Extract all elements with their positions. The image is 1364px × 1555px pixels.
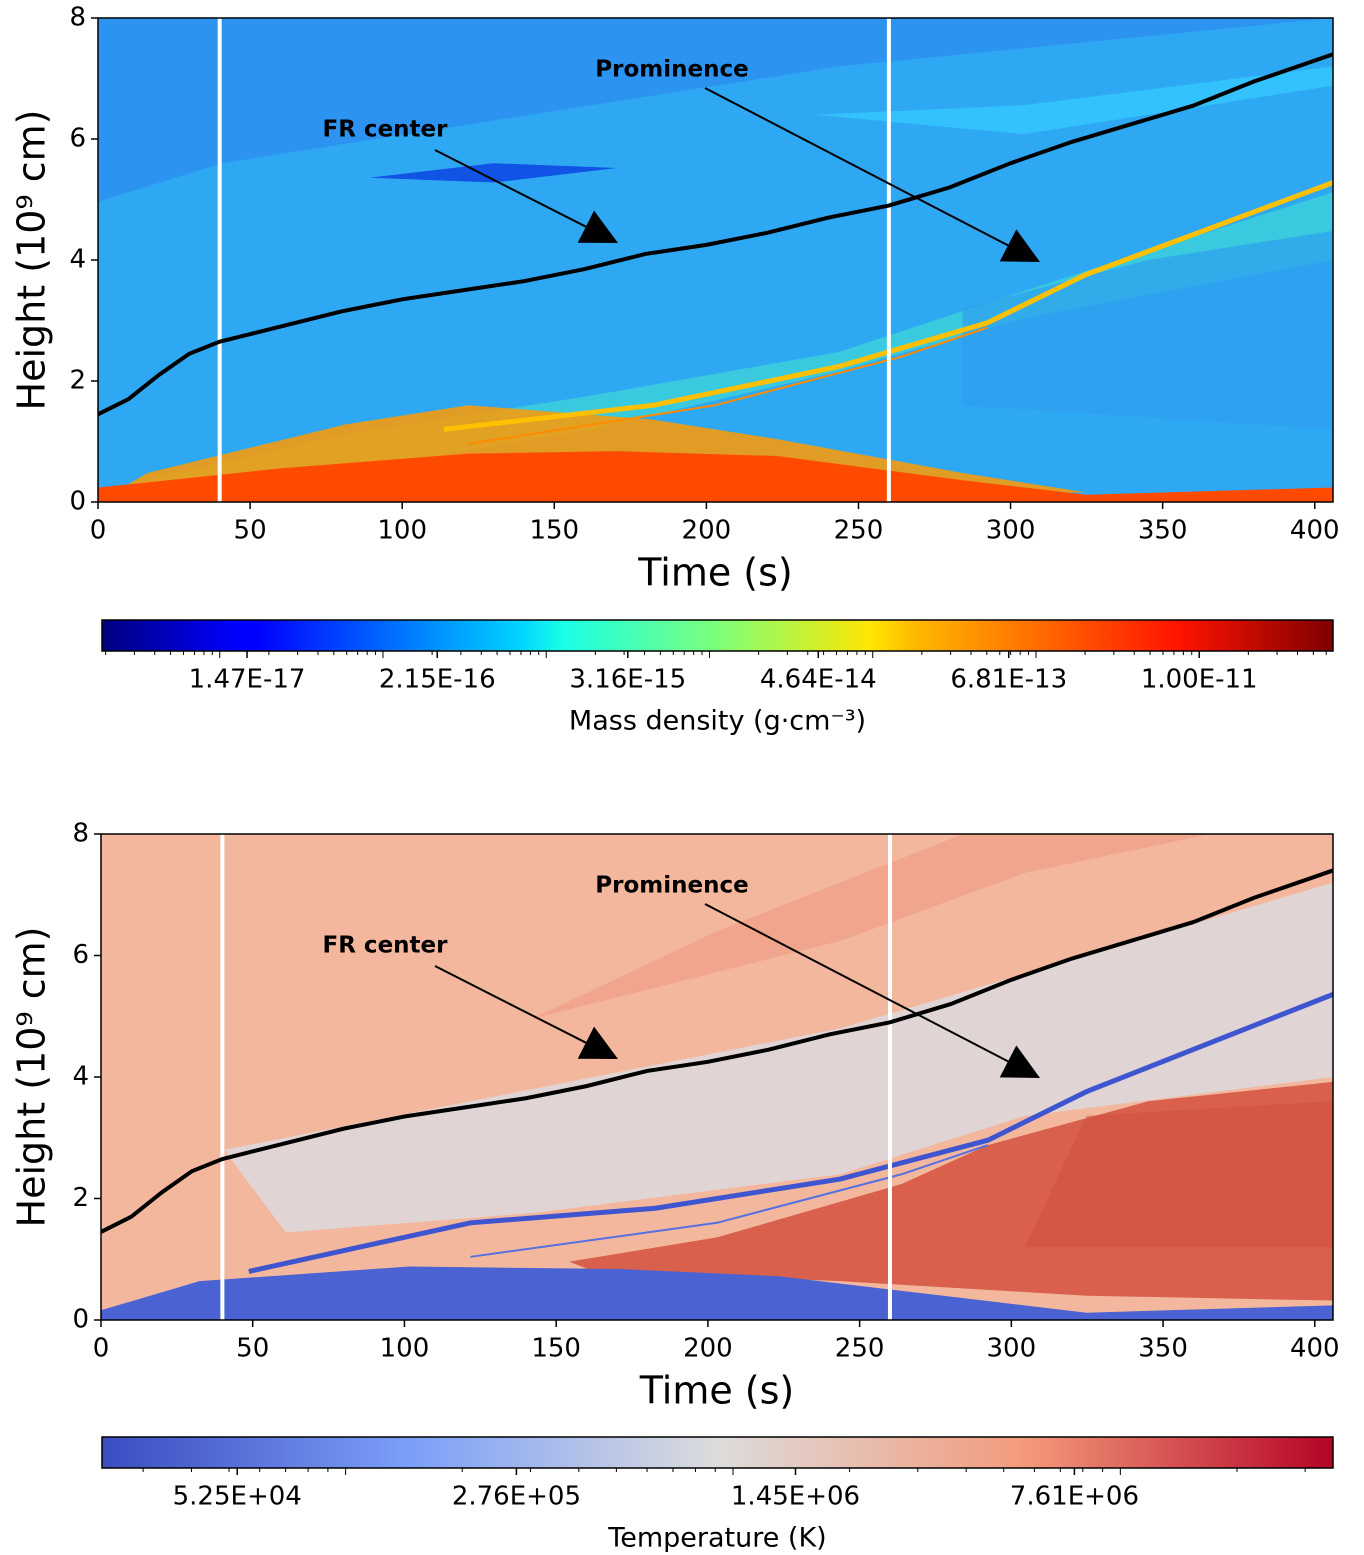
y-tick-label: 6 — [69, 124, 86, 154]
annotation-arrowhead — [577, 1026, 618, 1059]
heatmap-field — [1025, 1101, 1333, 1248]
y-axis-label: Height (10⁹ cm) — [10, 927, 54, 1228]
x-axis-label: Time (s) — [637, 551, 793, 595]
colorbar-tick-label: 7.61E+06 — [1010, 1482, 1139, 1512]
x-tick-label: 250 — [835, 1334, 885, 1364]
x-tick-label: 100 — [377, 516, 427, 546]
colorbar-tick-label: 4.64E-14 — [760, 665, 877, 695]
colorbar-tick-label: 1.00E-11 — [1141, 665, 1258, 695]
colorbar — [101, 619, 1334, 652]
fr-center-line — [101, 868, 1333, 1234]
heatmap-field — [470, 1144, 989, 1258]
x-tick-label: 200 — [682, 516, 732, 546]
annotation-text: Prominence — [595, 873, 748, 899]
annotation-arrow — [434, 965, 587, 1044]
colorbar — [101, 1436, 1334, 1469]
y-tick-label: 6 — [72, 940, 89, 970]
heatmap-field — [369, 163, 617, 183]
x-tick-label: 350 — [1138, 1334, 1188, 1364]
y-tick-label: 4 — [72, 1062, 89, 1092]
x-tick-label: 150 — [531, 1334, 581, 1364]
colorbar-label: Mass density (g·cm⁻³) — [569, 706, 866, 737]
heatmap-field — [443, 180, 1333, 432]
heatmap-field — [814, 66, 1333, 135]
heatmap-field — [101, 834, 1333, 1320]
heatmap-field — [224, 882, 1333, 1233]
heatmap-panel: FR center Prominence 0 50 100 150 200 250 300 350… — [10, 3, 1340, 737]
heatmap-panel: FR center Prominence 0 50 100 150 200 250 300 350… — [10, 819, 1340, 1554]
heatmap-field — [98, 18, 1333, 202]
annotation-arrow — [434, 149, 587, 228]
y-tick-label: 2 — [69, 366, 86, 396]
x-tick-label: 150 — [529, 516, 579, 546]
x-tick-label: 50 — [234, 516, 267, 546]
y-tick-label: 0 — [72, 1305, 89, 1335]
colorbar-tick-label: 3.16E-15 — [569, 665, 686, 695]
colorbar-tick-label: 1.45E+06 — [731, 1482, 860, 1512]
x-tick-label: 100 — [380, 1334, 430, 1364]
y-tick-label: 4 — [69, 245, 86, 275]
x-tick-label: 0 — [93, 1334, 110, 1364]
x-tick-label: 300 — [987, 1334, 1037, 1364]
colorbar-label: Temperature (K) — [607, 1523, 826, 1554]
x-tick-label: 400 — [1290, 1334, 1340, 1364]
colorbar-tick-label: 2.15E-16 — [379, 665, 496, 695]
colorbar-tick-label: 1.47E-17 — [189, 665, 306, 695]
x-tick-label: 0 — [90, 516, 107, 546]
colorbar-tick-label: 5.25E+04 — [173, 1482, 302, 1512]
fr-center-line — [98, 52, 1333, 417]
x-tick-label: 300 — [986, 516, 1036, 546]
annotation-arrowhead — [999, 1045, 1040, 1078]
x-tick-label: 350 — [1138, 516, 1188, 546]
colorbar-tick-label: 6.81E-13 — [950, 665, 1067, 695]
heatmap-field — [101, 1266, 1333, 1320]
annotation-arrow — [704, 87, 1009, 247]
annotation-arrow — [704, 903, 1009, 1063]
heatmap-field — [962, 230, 1333, 430]
y-tick-label: 8 — [72, 819, 89, 849]
heatmap-field — [98, 451, 1333, 502]
x-tick-label: 50 — [236, 1334, 269, 1364]
y-axis-label: Height (10⁹ cm) — [10, 110, 54, 411]
y-tick-label: 0 — [69, 487, 86, 517]
annotation-text: FR center — [323, 933, 449, 959]
x-tick-label: 250 — [834, 516, 884, 546]
colorbar-tick-label: 2.76E+05 — [452, 1482, 581, 1512]
x-axis-label: Time (s) — [639, 1369, 795, 1413]
x-tick-label: 200 — [683, 1334, 733, 1364]
annotation-text: FR center — [323, 117, 449, 143]
heatmap-field — [98, 18, 1333, 502]
heatmap-field — [468, 326, 988, 445]
annotation-text: Prominence — [595, 57, 748, 83]
heatmap-field — [532, 834, 1210, 1019]
annotation-arrowhead — [999, 229, 1040, 262]
x-tick-label: 400 — [1290, 516, 1340, 546]
y-tick-label: 8 — [69, 3, 86, 33]
y-tick-label: 2 — [72, 1183, 89, 1213]
annotation-arrowhead — [577, 210, 618, 243]
heatmap-field — [248, 992, 1333, 1274]
